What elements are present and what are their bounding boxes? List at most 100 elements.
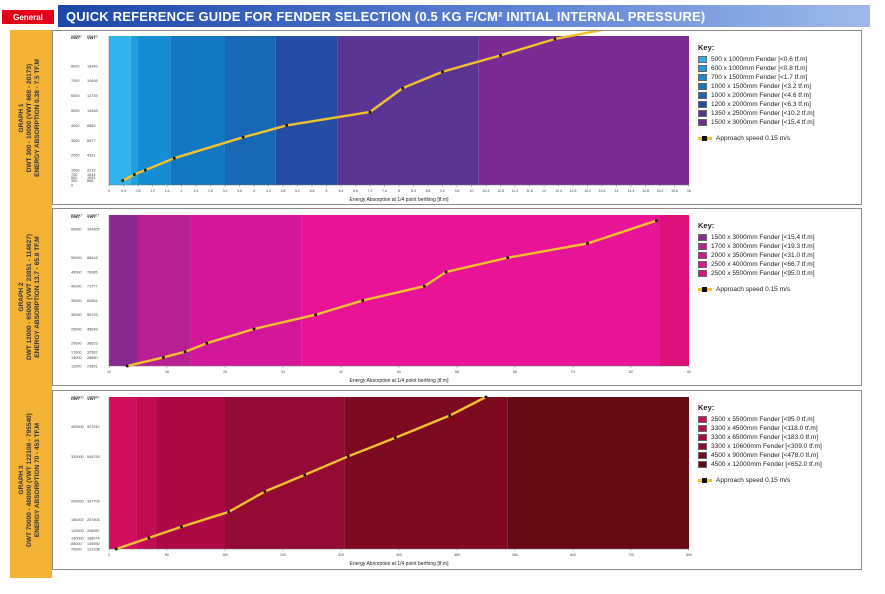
y-tick-dwt-11: 300 (71, 179, 77, 183)
x-tick-label-39: 15.6 (671, 189, 678, 193)
key-item-3: 3300 x 6500mm Fender [<183.0 tf.m] (698, 433, 822, 442)
x-tick-label-4: 42 (339, 370, 343, 374)
data-point-0 (121, 179, 125, 182)
key-item-8: 1500 x 3000mm Fender [<15.4 tf.m] (698, 118, 815, 127)
y-tick-dwt-10: 15000 (71, 356, 82, 360)
y-tick-dwt-5: 120000 (71, 529, 84, 533)
y-tick-dwt-4: 150000 (71, 518, 84, 522)
data-point-11 (655, 219, 658, 222)
x-tick-label-29: 11.6 (526, 189, 533, 193)
y-tick-dwt-4: 5000 (71, 109, 79, 113)
y-tick-dwt-2: 50000 (71, 256, 82, 260)
graph-2-title: GRAPH 2 (18, 282, 26, 312)
y-tick-dwt-6: 3000 (71, 139, 79, 143)
key-item-6: 1200 x 2000mm Fender [<6.3 tf.m] (698, 100, 815, 109)
x-tick-label-17: 6.8 (353, 189, 358, 193)
data-point-10 (553, 37, 557, 41)
y-tick-vwt-6: 6477 (87, 139, 95, 143)
y-tick-dwt-9: 17000 (71, 350, 82, 354)
x-tick-label-37: 14.8 (642, 189, 649, 193)
x-tick-label-28: 11.2 (512, 189, 519, 193)
key-label: 2500 x 4000mm Fender [<66.7 tf.m] (711, 261, 815, 268)
x-tick-label-33: 13.2 (584, 189, 591, 193)
band-2 (130, 36, 138, 185)
data-point-6 (368, 110, 372, 114)
band-7 (337, 36, 479, 185)
x-tick-label-0: 0 (108, 553, 110, 557)
y-tick-vwt-5: 208087 (87, 529, 100, 533)
band-4 (170, 36, 225, 185)
graph-2-panel: DWT VWT 65000 114627 60000 104305 50000 88618 45… (52, 208, 862, 386)
y-axis-header-dwt: DWT (71, 214, 81, 219)
x-tick-label-21: 8.4 (411, 189, 416, 193)
data-point-6 (361, 299, 365, 302)
band-3 (155, 397, 225, 549)
x-tick-label-26: 10.4 (483, 189, 490, 193)
key-swatch (698, 119, 707, 126)
key-item-7: 1350 x 2500mm Fender [<10.2 tf.m] (698, 109, 815, 118)
side-strip (10, 30, 52, 578)
x-tick-label-19: 7.6 (382, 189, 387, 193)
key-item-4: 3300 x 10600mm Fender [<309.0 tf.m] (698, 442, 822, 451)
y-tick-vwt-4: 71777 (87, 285, 98, 289)
y-tick-dwt-2: 320000 (71, 455, 84, 459)
y-tick-vwt-11: 668 (87, 179, 93, 183)
y-tick-vwt-2: 88618 (87, 256, 98, 260)
graph-1-key: Key: 500 x 1000mm Fender [<0.6 tf.m] 600 x… (698, 43, 815, 142)
y-tick-vwt-2: 14406 (87, 79, 98, 83)
key-swatch (698, 74, 707, 81)
key-title: Key: (698, 43, 715, 52)
data-point-5 (314, 313, 317, 317)
y-tick-vwt-5: 8563 (87, 124, 95, 128)
key-swatch (698, 434, 707, 441)
x-tick-label-32: 12.8 (570, 189, 577, 193)
y-tick-vwt-8: 122108 (87, 548, 100, 552)
x-tick-label-7: 66 (513, 370, 517, 374)
data-point-4 (252, 327, 256, 331)
key-title: Key: (698, 221, 715, 230)
graph-1-dwt-range: DWT 300 - 10000 (VWT 668 - 20173) (26, 63, 33, 172)
y-tick-vwt-6: 56703 (87, 313, 98, 317)
x-tick-label-9: 82 (629, 370, 633, 374)
band-2 (136, 397, 156, 549)
x-tick-label-27: 10.8 (497, 189, 504, 193)
x-tick-label-24: 9.6 (455, 189, 460, 193)
key-item-5: 4500 x 9000mm Fender [<478.0 tf.m] (698, 451, 822, 460)
data-point-8 (441, 70, 444, 74)
x-tick-label-2: 26 (223, 370, 227, 374)
key-swatch (698, 425, 707, 432)
x-tick-label-2: 0.8 (136, 189, 141, 193)
y-tick-vwt-6: 168074 (87, 536, 100, 540)
x-tick-label-4: 320 (338, 553, 344, 557)
data-point-9 (499, 54, 502, 57)
approach-speed-label: Approach speed 0.15 m/s (716, 286, 791, 293)
x-tick-label-1: 0.4 (121, 189, 126, 193)
x-tick-label-9: 720 (628, 553, 634, 557)
key-item-3: 2000 x 3500mm Fender [<31.0 tf.m] (698, 251, 815, 260)
x-tick-label-8: 640 (570, 553, 576, 557)
data-point-1 (162, 356, 165, 359)
y-tick-vwt-7: 145950 (87, 542, 100, 546)
x-tick-label-10: 90 (687, 370, 691, 374)
key-swatch (698, 234, 707, 241)
key-label: 4500 x 9000mm Fender [<478.0 tf.m] (711, 452, 819, 459)
y-axis-header-vwt: VWT (87, 396, 96, 401)
y-tick-dwt-7: 85000 (71, 542, 82, 546)
y-tick-dwt-10: 500 (71, 176, 77, 180)
approach-speed-label: Approach speed 0.15 m/s (716, 477, 791, 484)
graph-2-chart: DWT VWT 65000 114627 60000 104305 50000 88618 45… (71, 214, 691, 385)
key-item-2: 600 x 1000mm Fender [<0.8 tf.m] (698, 64, 815, 73)
x-tick-label-10: 800 (686, 553, 692, 557)
y-tick-dwt-12: 0 (71, 184, 73, 188)
x-axis-label: Energy Absorption at 1/4 point berthing … (350, 561, 450, 567)
approach-speed-line (115, 395, 487, 551)
x-tick-label-2: 160 (222, 553, 228, 557)
y-tick-vwt-2: 546793 (87, 455, 100, 459)
x-tick-label-25: 10 (470, 189, 474, 193)
x-tick-label-0: 10 (107, 370, 111, 374)
data-point-9 (506, 256, 510, 260)
graph-3-dwt-range: DWT 70000 - 480000 (VWT 122108 - 795540) (26, 413, 33, 547)
key-label: 1500 x 3000mm Fender [<15.4 tf.m] (711, 234, 815, 241)
data-point-2 (183, 350, 187, 354)
